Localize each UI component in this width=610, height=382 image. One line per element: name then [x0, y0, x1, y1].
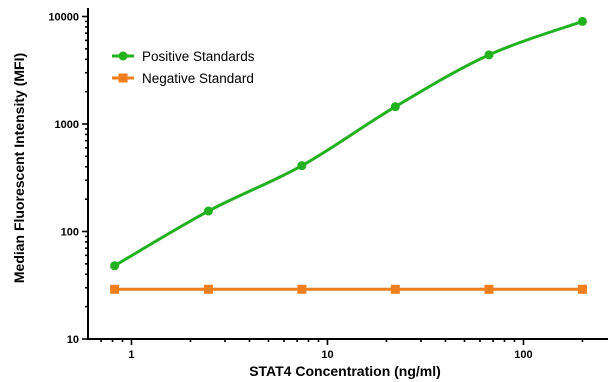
data-point-negative: [297, 284, 307, 294]
axes: [87, 8, 608, 340]
data-point-positive: [484, 50, 494, 60]
legend: Positive Standards Negative Standard: [112, 49, 255, 86]
y-tick-label: 10000: [48, 12, 79, 24]
data-point-negative: [577, 284, 587, 294]
series-layer: [110, 16, 587, 294]
y-ticks: 10 100 1000 10000: [48, 12, 88, 346]
legend-marker-negative: [118, 73, 128, 83]
x-axis-title: STAT4 Concentration (ng/ml): [249, 363, 441, 379]
y-axis-title: Median Fluorescent Intensity (MFI): [11, 53, 27, 283]
y-tick-label: 1000: [55, 119, 79, 131]
x-tick-label: 1: [128, 349, 134, 361]
x-tick-label: 10: [321, 349, 333, 361]
y-tick-label: 10: [67, 334, 79, 346]
data-point-positive: [577, 16, 587, 26]
data-point-positive: [297, 161, 307, 171]
legend-item-positive: Positive Standards: [112, 49, 255, 64]
legend-marker-positive: [118, 51, 128, 61]
data-point-negative: [110, 284, 120, 294]
x-tick-label: 100: [514, 349, 532, 361]
y-tick-label: 100: [61, 227, 79, 239]
data-point-positive: [203, 206, 213, 216]
legend-label-negative: Negative Standard: [142, 71, 254, 86]
legend-item-negative: Negative Standard: [112, 71, 254, 86]
data-point-negative: [390, 284, 400, 294]
x-ticks: 1 10 100: [100, 339, 584, 361]
data-point-positive: [390, 102, 400, 112]
data-point-negative: [484, 284, 494, 294]
legend-label-positive: Positive Standards: [142, 49, 255, 64]
data-point-negative: [203, 284, 213, 294]
data-point-positive: [110, 261, 120, 271]
